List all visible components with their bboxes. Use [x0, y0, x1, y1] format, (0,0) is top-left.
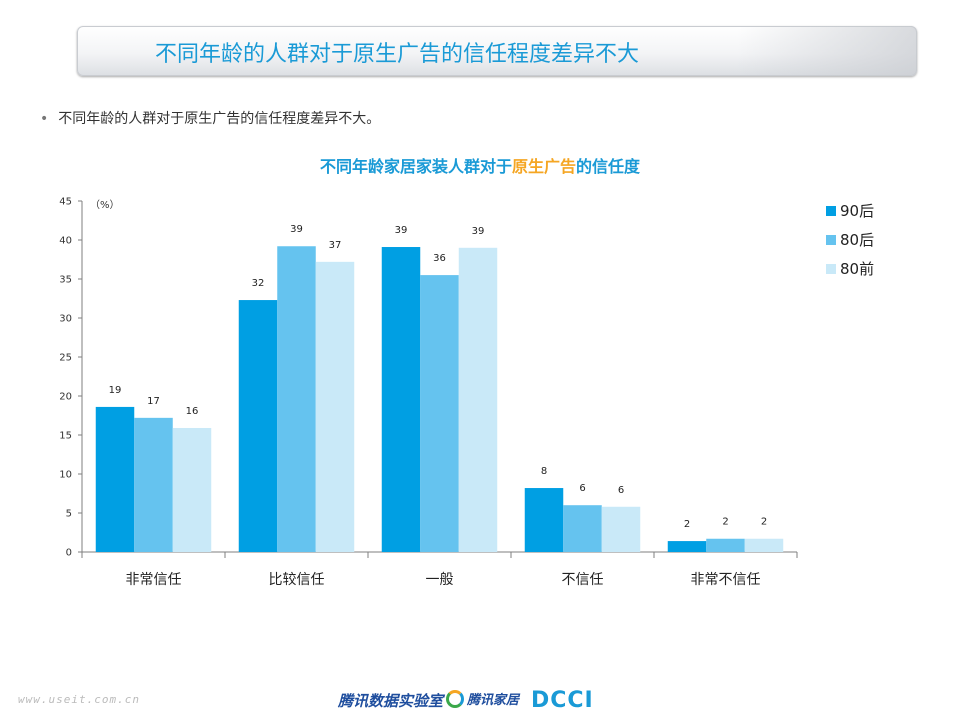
bar — [744, 538, 784, 552]
legend-label: 90后 — [840, 202, 874, 220]
title-bar: 不同年龄的人群对于原生广告的信任程度差异不大 — [77, 26, 917, 76]
legend-swatch — [826, 264, 836, 274]
x-category-label: 一般 — [426, 572, 454, 588]
y-tick-label: 0 — [66, 548, 72, 559]
bullet-text: 不同年龄的人群对于原生广告的信任程度差异不大。 — [58, 111, 381, 127]
bar — [277, 246, 316, 553]
y-tick-label: 20 — [59, 392, 72, 403]
x-category-label: 不信任 — [562, 572, 604, 588]
bullet-dot-icon: • — [40, 111, 49, 127]
bar-data-label: 39 — [395, 225, 408, 236]
bar-data-label: 2 — [761, 517, 767, 528]
bullet-point: • 不同年龄的人群对于原生广告的信任程度差异不大。 — [40, 108, 380, 128]
bar-data-label: 6 — [579, 483, 585, 494]
bar — [134, 417, 173, 552]
bar-data-label: 36 — [433, 253, 446, 264]
y-tick-label: 40 — [59, 236, 72, 247]
legend-swatch — [826, 235, 836, 245]
legend-label: 80后 — [840, 231, 874, 249]
y-tick-label: 5 — [66, 509, 72, 520]
bar — [706, 538, 745, 552]
y-tick-label: 30 — [59, 314, 72, 325]
bar-data-label: 19 — [109, 385, 122, 396]
bar — [601, 506, 641, 552]
bar-data-label: 2 — [722, 517, 728, 528]
unit-label: （%） — [90, 199, 120, 211]
bar — [172, 427, 212, 552]
bar — [667, 541, 707, 552]
chart-title-suffix: 的信任度 — [576, 157, 641, 176]
jia-logo-text: 腾讯家居 — [467, 693, 520, 708]
bar — [524, 488, 564, 552]
bar — [315, 261, 355, 552]
bar — [458, 247, 498, 553]
bar-data-label: 16 — [186, 406, 199, 417]
bar-data-label: 37 — [329, 240, 342, 251]
footer-url: www.useit.com.cn — [18, 693, 140, 706]
bar-data-label: 17 — [147, 396, 160, 407]
chart-title-highlight: 原生广告 — [511, 157, 576, 176]
chart-title: 不同年龄家居家装人群对于原生广告的信任度 — [0, 153, 960, 177]
legend-label: 80前 — [840, 260, 874, 278]
bar-data-label: 39 — [290, 224, 303, 235]
tencent-data-lab-logo: 腾讯数据实验室 — [338, 692, 444, 710]
chart-title-prefix: 不同年龄家居家装人群对于 — [319, 157, 512, 176]
bar — [420, 275, 459, 552]
y-tick-label: 45 — [59, 197, 72, 208]
bar-data-label: 32 — [252, 278, 265, 289]
slide-title: 不同年龄的人群对于原生广告的信任程度差异不大 — [155, 42, 640, 67]
y-tick-label: 25 — [59, 353, 72, 364]
y-tick-label: 10 — [59, 470, 72, 481]
bar-data-label: 6 — [618, 485, 624, 496]
jia-ring-icon — [446, 689, 464, 708]
y-tick-label: 35 — [59, 275, 72, 286]
x-category-label: 非常信任 — [126, 572, 182, 588]
x-category-label: 比较信任 — [269, 572, 325, 588]
dcci-logo: DCCI — [531, 688, 594, 713]
title-bar-shine — [737, 26, 917, 76]
bar — [563, 505, 602, 552]
bar-data-label: 39 — [472, 226, 485, 237]
y-tick-label: 15 — [59, 431, 72, 442]
bar — [238, 300, 278, 552]
tencent-jia-logo: 腾讯家居 — [446, 688, 519, 708]
bar-data-label: 2 — [684, 519, 690, 530]
legend-swatch — [826, 206, 836, 216]
x-category-label: 非常不信任 — [691, 572, 761, 588]
bar — [95, 406, 135, 552]
bar — [381, 247, 421, 552]
bar-data-label: 8 — [541, 466, 547, 477]
